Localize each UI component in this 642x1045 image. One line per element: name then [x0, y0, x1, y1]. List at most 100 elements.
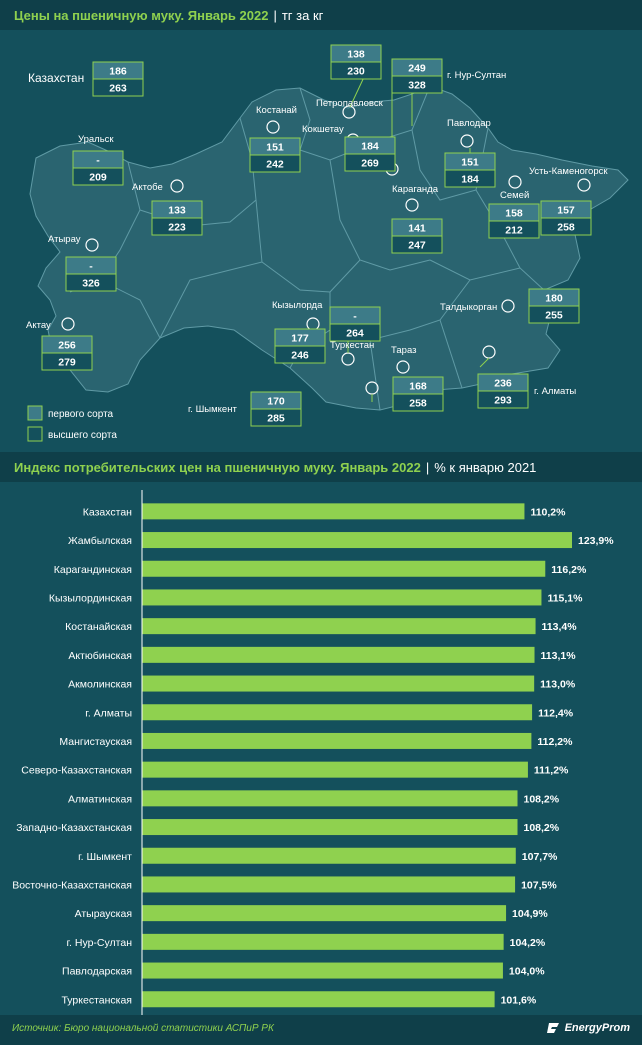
value-box-premium — [540, 217, 592, 236]
label-turkestan: Туркестан — [330, 340, 374, 351]
value-premium-grade: 285 — [267, 413, 285, 425]
value-box-premium — [41, 352, 93, 371]
label-uralsk: Уральск — [78, 134, 114, 145]
value-first-grade: 158 — [505, 208, 523, 220]
label-ust-kamenogorsk: Усть-Каменогорск — [529, 166, 608, 177]
value-premium-grade: 209 — [89, 172, 107, 184]
bar-category-label: Алматинская — [68, 793, 132, 805]
value-premium-grade: 212 — [505, 225, 523, 237]
marker-atyrau — [85, 238, 99, 252]
label-nursultan: г. Нур-Султан — [447, 70, 506, 81]
value-first-grade: - — [353, 311, 357, 323]
bar-title-bar: Индекс потребительских цен на пшеничную … — [0, 452, 642, 482]
value-premium-grade: 255 — [545, 310, 563, 322]
value-box-premium — [344, 153, 396, 172]
bar-value-label: 104,0% — [509, 966, 545, 978]
bar-chart-area: Казахстан 110,2% Жамбылская 123,9% Караганди… — [0, 482, 642, 1015]
value-first-grade: 170 — [267, 396, 285, 408]
bar-value-label: 123,9% — [578, 535, 614, 547]
bar-value-label: 108,2% — [524, 822, 560, 834]
bar-category-label: Кызылординская — [49, 592, 132, 604]
value-box-premium — [72, 167, 124, 186]
bar — [142, 847, 516, 864]
value-first-grade: 141 — [408, 223, 426, 235]
marker-aktau — [61, 317, 75, 331]
bar-value-label: 108,2% — [524, 793, 560, 805]
bar-value-label: 101,6% — [501, 994, 537, 1006]
bar — [142, 618, 536, 635]
brand-text: EnergyProm — [564, 1022, 630, 1034]
bar-category-label: Северо-Казахстанская — [21, 765, 132, 777]
value-premium-grade: 264 — [346, 328, 364, 340]
bar-value-label: 104,9% — [512, 908, 548, 920]
value-first-grade: 186 — [109, 66, 127, 78]
bar-category-label: Туркестанская — [61, 994, 132, 1006]
bar-category-label: г. Алматы — [85, 707, 132, 719]
value-box-premium — [250, 408, 302, 427]
bar-category-label: Мангистауская — [59, 736, 132, 748]
map-area: Уральск Актобе Атырау Актау Костанай Пет… — [0, 30, 642, 452]
marker-semey — [508, 175, 522, 189]
value-premium-grade: 246 — [291, 350, 309, 362]
value-premium-grade: 247 — [408, 240, 426, 252]
value-box-premium — [528, 305, 580, 324]
bar-value-label: 113,4% — [542, 621, 578, 633]
bar-category-label: Жамбылская — [68, 535, 132, 547]
value-premium-grade: 293 — [494, 395, 512, 407]
bar-chart: Казахстан 110,2% Жамбылская 123,9% Караганди… — [12, 490, 614, 1015]
label-kokshetau: Кокшетау — [302, 124, 344, 135]
bar-category-label: Актюбинская — [68, 650, 132, 662]
bar — [142, 675, 535, 692]
value-box-premium — [274, 345, 326, 364]
bar — [142, 905, 507, 922]
marker-aktobe — [170, 179, 184, 193]
bar — [142, 589, 542, 606]
bar-value-label: 112,2% — [537, 736, 573, 748]
bar-value-label: 107,7% — [522, 851, 558, 863]
label-atyrau: Атырау — [48, 234, 81, 245]
kazakhstan-map: Уральск Актобе Атырау Актау Костанай Пет… — [26, 44, 629, 442]
bar-category-label: Казахстан — [83, 506, 132, 518]
value-box-2: - 326 — [65, 256, 117, 292]
value-premium-grade: 242 — [266, 159, 284, 171]
bar — [142, 646, 535, 663]
legend-swatch-premium — [27, 426, 43, 442]
value-premium-grade: 223 — [168, 222, 186, 234]
value-first-grade: 168 — [409, 381, 427, 393]
value-premium-grade: 230 — [347, 66, 365, 78]
bar-category-label: г. Нур-Султан — [67, 937, 133, 949]
legend-label-first: первого сорта — [48, 409, 114, 420]
bar-category-label: Акмолинская — [68, 679, 132, 691]
marker-ust-kamenogorsk — [577, 178, 591, 192]
value-box-premium — [65, 273, 117, 292]
value-box-premium — [330, 61, 382, 80]
value-first-grade: 180 — [545, 293, 563, 305]
marker-taldykorgan — [501, 299, 515, 313]
value-premium-grade: 263 — [109, 83, 127, 95]
bar — [142, 962, 503, 979]
bar — [142, 560, 546, 577]
bar-value-label: 110,2% — [530, 506, 566, 518]
label-aktau: Актау — [26, 320, 51, 331]
map-title: Цены на пшеничную муку. Январь 2022 — [14, 7, 269, 23]
title-separator: | — [273, 7, 277, 23]
bar-value-label: 107,5% — [521, 879, 557, 891]
value-first-grade: 151 — [461, 157, 479, 169]
value-first-grade: 133 — [168, 205, 186, 217]
bar — [142, 819, 518, 836]
value-premium-grade: 184 — [461, 174, 479, 186]
value-first-grade: 249 — [408, 63, 426, 75]
city-markers — [61, 105, 591, 395]
value-premium-grade: 328 — [408, 80, 426, 92]
value-first-grade: 256 — [58, 340, 76, 352]
value-box-premium — [329, 323, 381, 342]
bar-value-label: 111,2% — [534, 765, 569, 777]
